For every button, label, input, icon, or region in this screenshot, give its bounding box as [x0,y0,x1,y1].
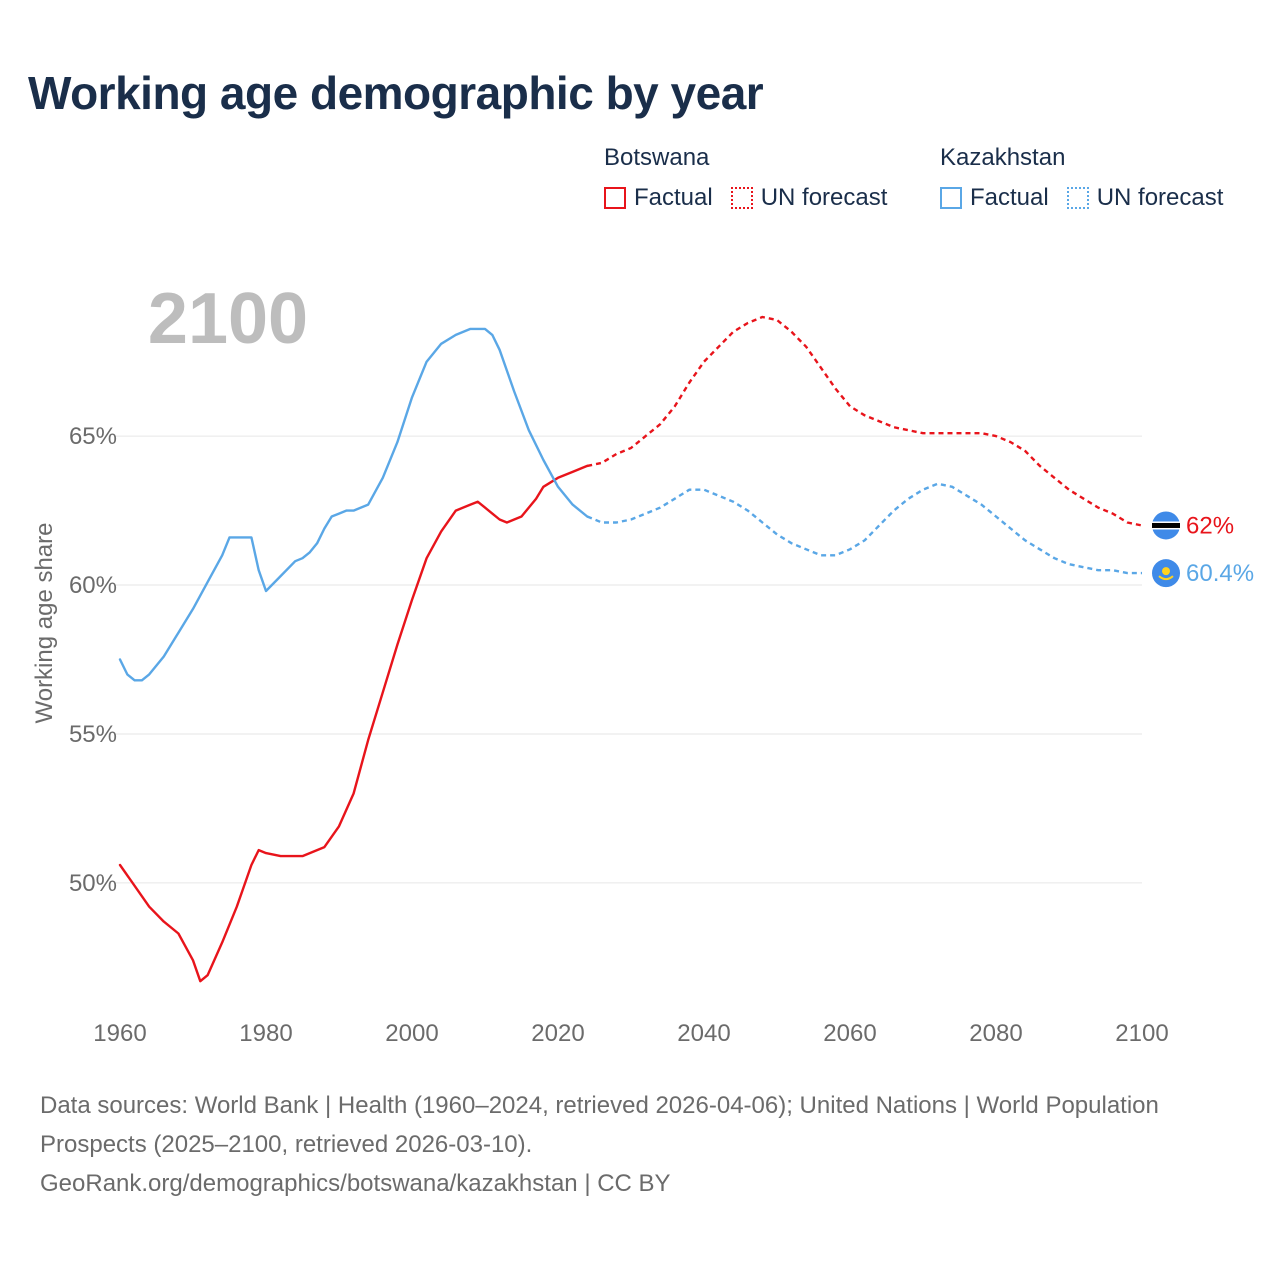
credit-link[interactable]: GeoRank.org/demographics/botswana/kazakh… [40,1170,671,1197]
legend-label: Factual [970,184,1049,211]
legend-item-botswana-forecast[interactable]: UN forecast [730,184,888,212]
y-axis-ticks: 50% 55% 60% 65% [69,423,117,897]
y-tick-label: 55% [69,721,117,748]
legend-group-botswana: Botswana Factual UN forecast [604,144,905,212]
x-tick-label: 1980 [239,1020,292,1047]
series-line-kazakhstan-forecast [586,482,1142,575]
y-tick-label: 50% [69,870,117,897]
x-tick-label: 2060 [823,1020,876,1047]
series-line-kazakhstan-factual [118,327,589,682]
legend-swatch-dotted [1066,187,1089,209]
chart-title: Working age demographic by year [28,67,764,119]
series-line-botswana-forecast [586,315,1143,527]
y-axis-label: Working age share [31,523,58,724]
x-tick-label: 2040 [677,1020,730,1047]
endpoint-kazakhstan: 60.4% [1152,559,1254,588]
legend-swatch-solid [940,187,962,209]
series-lines [118,315,1143,983]
x-tick-label: 1960 [93,1020,146,1047]
data-sources: Data sources: World Bank | Health (1960–… [40,1092,1159,1158]
legend-item-kazakhstan-forecast[interactable]: UN forecast [1066,184,1224,212]
legend-country-name: Kazakhstan [940,144,1066,171]
x-tick-label: 2020 [531,1020,584,1047]
end-value-label: 62% [1186,512,1234,539]
flag-eagle [1158,575,1174,581]
legend-label: Factual [634,184,713,211]
x-tick-label: 2080 [969,1020,1022,1047]
legend-group-kazakhstan: Kazakhstan Factual UN forecast [940,144,1241,212]
line-chart: 2100 Working age share 50% 55% 60% 65% 1960… [31,279,1254,1047]
endpoint-botswana: 62% [1152,511,1234,540]
legend-item-botswana-factual[interactable]: Factual [604,184,713,212]
legend-swatch-dotted [730,187,753,209]
year-display: 2100 [148,279,308,359]
flag-stripe [1152,522,1180,528]
end-value-label: 60.4% [1186,560,1254,587]
x-tick-label: 2000 [385,1020,438,1047]
grid-lines [116,435,1142,884]
legend-label: UN forecast [1096,184,1224,211]
footer: Data sources: World Bank | Health (1960–… [40,1086,1240,1203]
series-endpoints: 62% 60.4% [1152,511,1254,588]
y-tick-label: 60% [69,572,117,599]
legend-item-kazakhstan-factual[interactable]: Factual [940,184,1049,212]
legend-swatch-solid [604,187,626,209]
x-axis-ticks: 1960 1980 2000 2020 2040 2060 2080 2100 [93,1020,1168,1047]
y-tick-label: 65% [69,423,117,450]
series-line-botswana-factual [118,464,589,983]
x-tick-label: 2100 [1115,1020,1168,1047]
legend-country-name: Botswana [604,144,710,171]
legend-label: UN forecast [760,184,888,211]
flag-sun [1162,567,1170,576]
